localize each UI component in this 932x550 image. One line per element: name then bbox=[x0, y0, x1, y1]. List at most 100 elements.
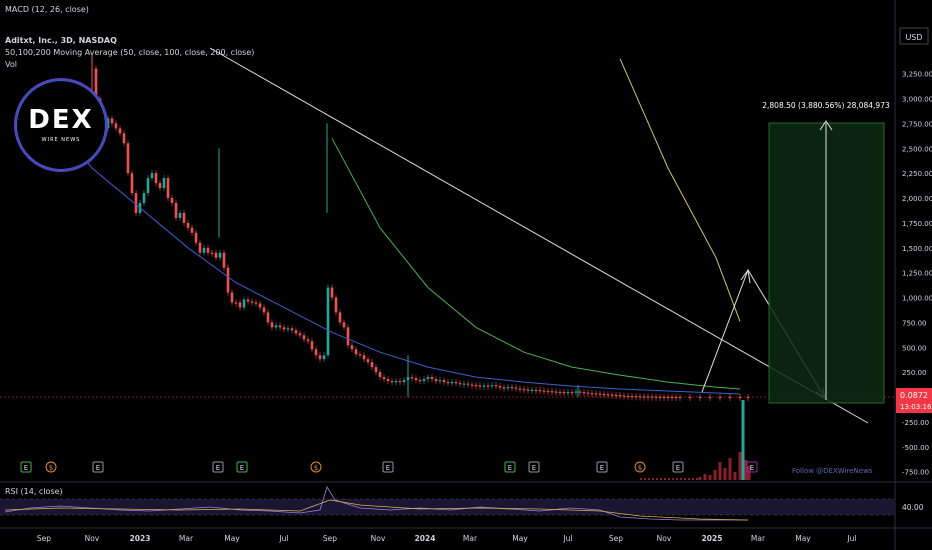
candle-body bbox=[242, 299, 246, 308]
candle-body bbox=[410, 377, 414, 379]
candle-body bbox=[298, 333, 302, 336]
candle-body bbox=[318, 355, 322, 360]
candle-body bbox=[482, 385, 486, 387]
earnings-marker[interactable] bbox=[92, 461, 104, 473]
candle-body bbox=[358, 354, 362, 356]
candle-body bbox=[430, 377, 434, 380]
candle-body bbox=[470, 384, 474, 386]
candle-body bbox=[542, 390, 546, 392]
earnings-marker[interactable] bbox=[212, 461, 224, 473]
event-marker-label: E bbox=[216, 464, 220, 472]
candle-body bbox=[226, 267, 230, 293]
candle-body bbox=[746, 396, 750, 399]
earnings-marker[interactable] bbox=[382, 461, 394, 473]
candle-body bbox=[546, 391, 550, 393]
candle-body bbox=[658, 396, 662, 398]
earnings-marker[interactable] bbox=[746, 461, 758, 473]
candle-body bbox=[554, 391, 558, 393]
candle-body bbox=[442, 380, 446, 383]
price-tick-label: 2,000.00 bbox=[902, 195, 932, 203]
dividend-marker[interactable] bbox=[310, 461, 322, 473]
candle-body bbox=[262, 307, 266, 313]
candle-body bbox=[146, 178, 150, 194]
dex-logo: DEX WIRE NEWS bbox=[14, 78, 108, 172]
candle-body bbox=[550, 391, 554, 393]
time-tick-label: Sep bbox=[323, 534, 337, 543]
candle-body bbox=[322, 355, 326, 360]
time-tick-label: May bbox=[795, 534, 811, 543]
candle-body bbox=[110, 118, 114, 124]
candle-body bbox=[718, 396, 722, 399]
candle-body bbox=[578, 391, 582, 393]
candle-body bbox=[618, 395, 622, 397]
candle-body bbox=[466, 383, 470, 385]
price-tick-label: 1,000.00 bbox=[902, 295, 932, 303]
time-tick-label: Jul bbox=[846, 534, 856, 543]
candle-body bbox=[518, 388, 522, 390]
candle-body bbox=[586, 392, 590, 394]
volume-bar bbox=[747, 466, 751, 480]
dividend-marker[interactable] bbox=[45, 461, 57, 473]
volume-bar bbox=[656, 478, 658, 480]
earnings-marker[interactable] bbox=[504, 461, 516, 473]
earnings-marker[interactable] bbox=[20, 461, 32, 473]
price-tick-label: 750.00 bbox=[902, 319, 927, 327]
earnings-marker[interactable] bbox=[672, 461, 684, 473]
time-tick-label: 2023 bbox=[130, 534, 151, 543]
candle-body bbox=[662, 396, 666, 398]
candle-body bbox=[422, 379, 426, 382]
candle-body bbox=[94, 68, 98, 99]
candle-body bbox=[182, 212, 186, 223]
candle-body bbox=[238, 302, 242, 308]
time-tick-label: Jul bbox=[562, 534, 572, 543]
volume-bar bbox=[652, 478, 654, 480]
candle-body bbox=[486, 385, 490, 387]
candle-body bbox=[206, 247, 210, 253]
candle-body bbox=[698, 396, 702, 399]
volume-bar bbox=[668, 478, 670, 480]
trendline[interactable] bbox=[209, 47, 869, 424]
candle-body bbox=[142, 193, 146, 203]
candle-body bbox=[314, 349, 318, 356]
event-marker-label: E bbox=[676, 464, 680, 472]
symbol-label: Aditxt, Inc., 3D, NASDAQ bbox=[5, 36, 117, 45]
dividend-marker[interactable] bbox=[634, 461, 646, 473]
candle-body bbox=[286, 328, 290, 330]
time-tick-label: May bbox=[512, 534, 528, 543]
candle-body bbox=[250, 301, 254, 303]
candle-body bbox=[418, 380, 422, 382]
candle-body bbox=[214, 252, 218, 258]
price-axis[interactable]: 3,250.00 3,000.00 2,750.00 2,500.00 2,250.00… bbox=[902, 71, 932, 477]
earnings-marker[interactable] bbox=[236, 461, 248, 473]
ma-line-blue bbox=[43, 108, 741, 395]
price-tick-label: 2,500.00 bbox=[902, 145, 932, 153]
candle-body bbox=[678, 396, 682, 399]
price-tick-label: -750.00 bbox=[902, 469, 929, 477]
volume-bar bbox=[728, 458, 732, 480]
time-tick-label: Mar bbox=[179, 534, 194, 543]
volume-bar bbox=[648, 478, 650, 480]
volume-bar bbox=[692, 478, 694, 480]
earnings-marker[interactable] bbox=[528, 461, 540, 473]
candle-body bbox=[354, 349, 358, 355]
candle-body bbox=[614, 394, 618, 397]
candle-body bbox=[458, 383, 462, 385]
currency-box[interactable] bbox=[899, 27, 929, 45]
time-tick-label: Mar bbox=[463, 534, 478, 543]
candle-body bbox=[510, 387, 514, 389]
candle-body bbox=[534, 389, 538, 392]
candle-body bbox=[506, 387, 510, 389]
candle-body bbox=[530, 389, 534, 392]
volume-bar bbox=[688, 478, 690, 480]
candle-body bbox=[666, 396, 670, 399]
volume-bar bbox=[684, 478, 686, 480]
event-marker-label: E bbox=[532, 464, 536, 472]
candle-body bbox=[130, 173, 134, 194]
candle-body bbox=[526, 389, 530, 391]
candle-body bbox=[122, 133, 126, 144]
time-axis[interactable]: Sep Nov 2023 Mar May Jul Sep Nov 2024 Mar May Jul Se… bbox=[37, 534, 857, 543]
earnings-marker[interactable] bbox=[596, 461, 608, 473]
price-tick-label: 500.00 bbox=[902, 344, 927, 352]
logo-subtext: WIRE NEWS bbox=[41, 137, 81, 143]
